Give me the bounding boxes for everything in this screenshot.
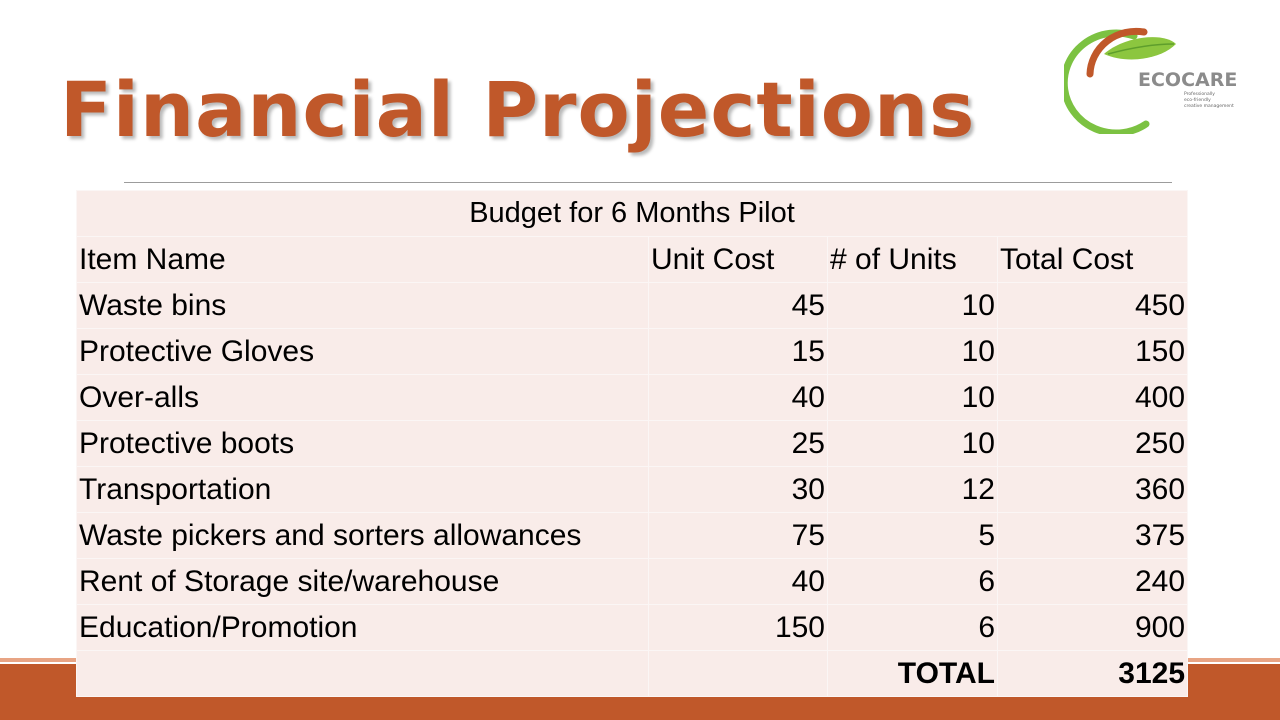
table-row: Waste bins 45 10 450 bbox=[76, 282, 1189, 329]
table-row: Waste pickers and sorters allowances 75 … bbox=[76, 512, 1189, 559]
header-total-cost: Total Cost bbox=[996, 236, 1189, 283]
cell-total: 240 bbox=[996, 558, 1189, 605]
cell-unit-cost: 150 bbox=[648, 604, 828, 651]
total-label: TOTAL bbox=[827, 650, 998, 697]
svg-text:eco-friendly: eco-friendly bbox=[1184, 97, 1211, 103]
cell-item: Protective Gloves bbox=[76, 328, 649, 375]
cell-units: 6 bbox=[827, 604, 998, 651]
cell-units: 10 bbox=[827, 328, 998, 375]
table-total-row: TOTAL 3125 bbox=[76, 650, 1189, 697]
cell-units: 12 bbox=[827, 466, 998, 513]
cell-item: Transportation bbox=[76, 466, 649, 513]
header-units: # of Units bbox=[827, 236, 998, 283]
cell-unit-cost: 15 bbox=[648, 328, 828, 375]
table-row: Protective Gloves 15 10 150 bbox=[76, 328, 1189, 375]
cell-units: 6 bbox=[827, 558, 998, 605]
svg-text:ECOCARE: ECOCARE bbox=[1138, 69, 1237, 91]
cell-empty bbox=[76, 650, 649, 697]
cell-units: 10 bbox=[827, 282, 998, 329]
cell-total: 900 bbox=[996, 604, 1189, 651]
cell-unit-cost: 30 bbox=[648, 466, 828, 513]
svg-text:creative management: creative management bbox=[1184, 103, 1234, 109]
cell-unit-cost: 45 bbox=[648, 282, 828, 329]
cell-item: Rent of Storage site/warehouse bbox=[76, 558, 649, 605]
cell-item: Waste bins bbox=[76, 282, 649, 329]
cell-total: 150 bbox=[996, 328, 1189, 375]
table-row: Protective boots 25 10 250 bbox=[76, 420, 1189, 467]
cell-unit-cost: 40 bbox=[648, 374, 828, 421]
table-header-row: Item Name Unit Cost # of Units Total Cos… bbox=[76, 236, 1189, 283]
cell-total: 360 bbox=[996, 466, 1189, 513]
total-value: 3125 bbox=[996, 650, 1189, 697]
budget-table: Budget for 6 Months Pilot Item Name Unit… bbox=[75, 190, 1189, 697]
cell-total: 375 bbox=[996, 512, 1189, 559]
table-row: Rent of Storage site/warehouse 40 6 240 bbox=[76, 558, 1189, 605]
cell-units: 5 bbox=[827, 512, 998, 559]
cell-total: 400 bbox=[996, 374, 1189, 421]
table-row: Education/Promotion 150 6 900 bbox=[76, 604, 1189, 651]
cell-item: Education/Promotion bbox=[76, 604, 649, 651]
cell-units: 10 bbox=[827, 420, 998, 467]
cell-units: 10 bbox=[827, 374, 998, 421]
cell-unit-cost: 75 bbox=[648, 512, 828, 559]
slide-title: Financial Projections bbox=[60, 65, 976, 154]
cell-item: Waste pickers and sorters allowances bbox=[76, 512, 649, 559]
table-caption: Budget for 6 Months Pilot bbox=[75, 190, 1189, 237]
table-row: Over-alls 40 10 400 bbox=[76, 374, 1189, 421]
header-item-name: Item Name bbox=[76, 236, 649, 283]
title-divider bbox=[124, 182, 1172, 183]
cell-unit-cost: 25 bbox=[648, 420, 828, 467]
cell-empty bbox=[648, 650, 828, 697]
cell-item: Protective boots bbox=[76, 420, 649, 467]
table-row: Transportation 30 12 360 bbox=[76, 466, 1189, 513]
cell-item: Over-alls bbox=[76, 374, 649, 421]
cell-total: 450 bbox=[996, 282, 1189, 329]
ecocare-logo: ECOCARE Professionally eco-friendly crea… bbox=[1064, 24, 1264, 134]
cell-total: 250 bbox=[996, 420, 1189, 467]
table-caption-row: Budget for 6 Months Pilot bbox=[75, 190, 1189, 237]
header-unit-cost: Unit Cost bbox=[648, 236, 828, 283]
svg-text:Professionally: Professionally bbox=[1184, 91, 1215, 97]
cell-unit-cost: 40 bbox=[648, 558, 828, 605]
